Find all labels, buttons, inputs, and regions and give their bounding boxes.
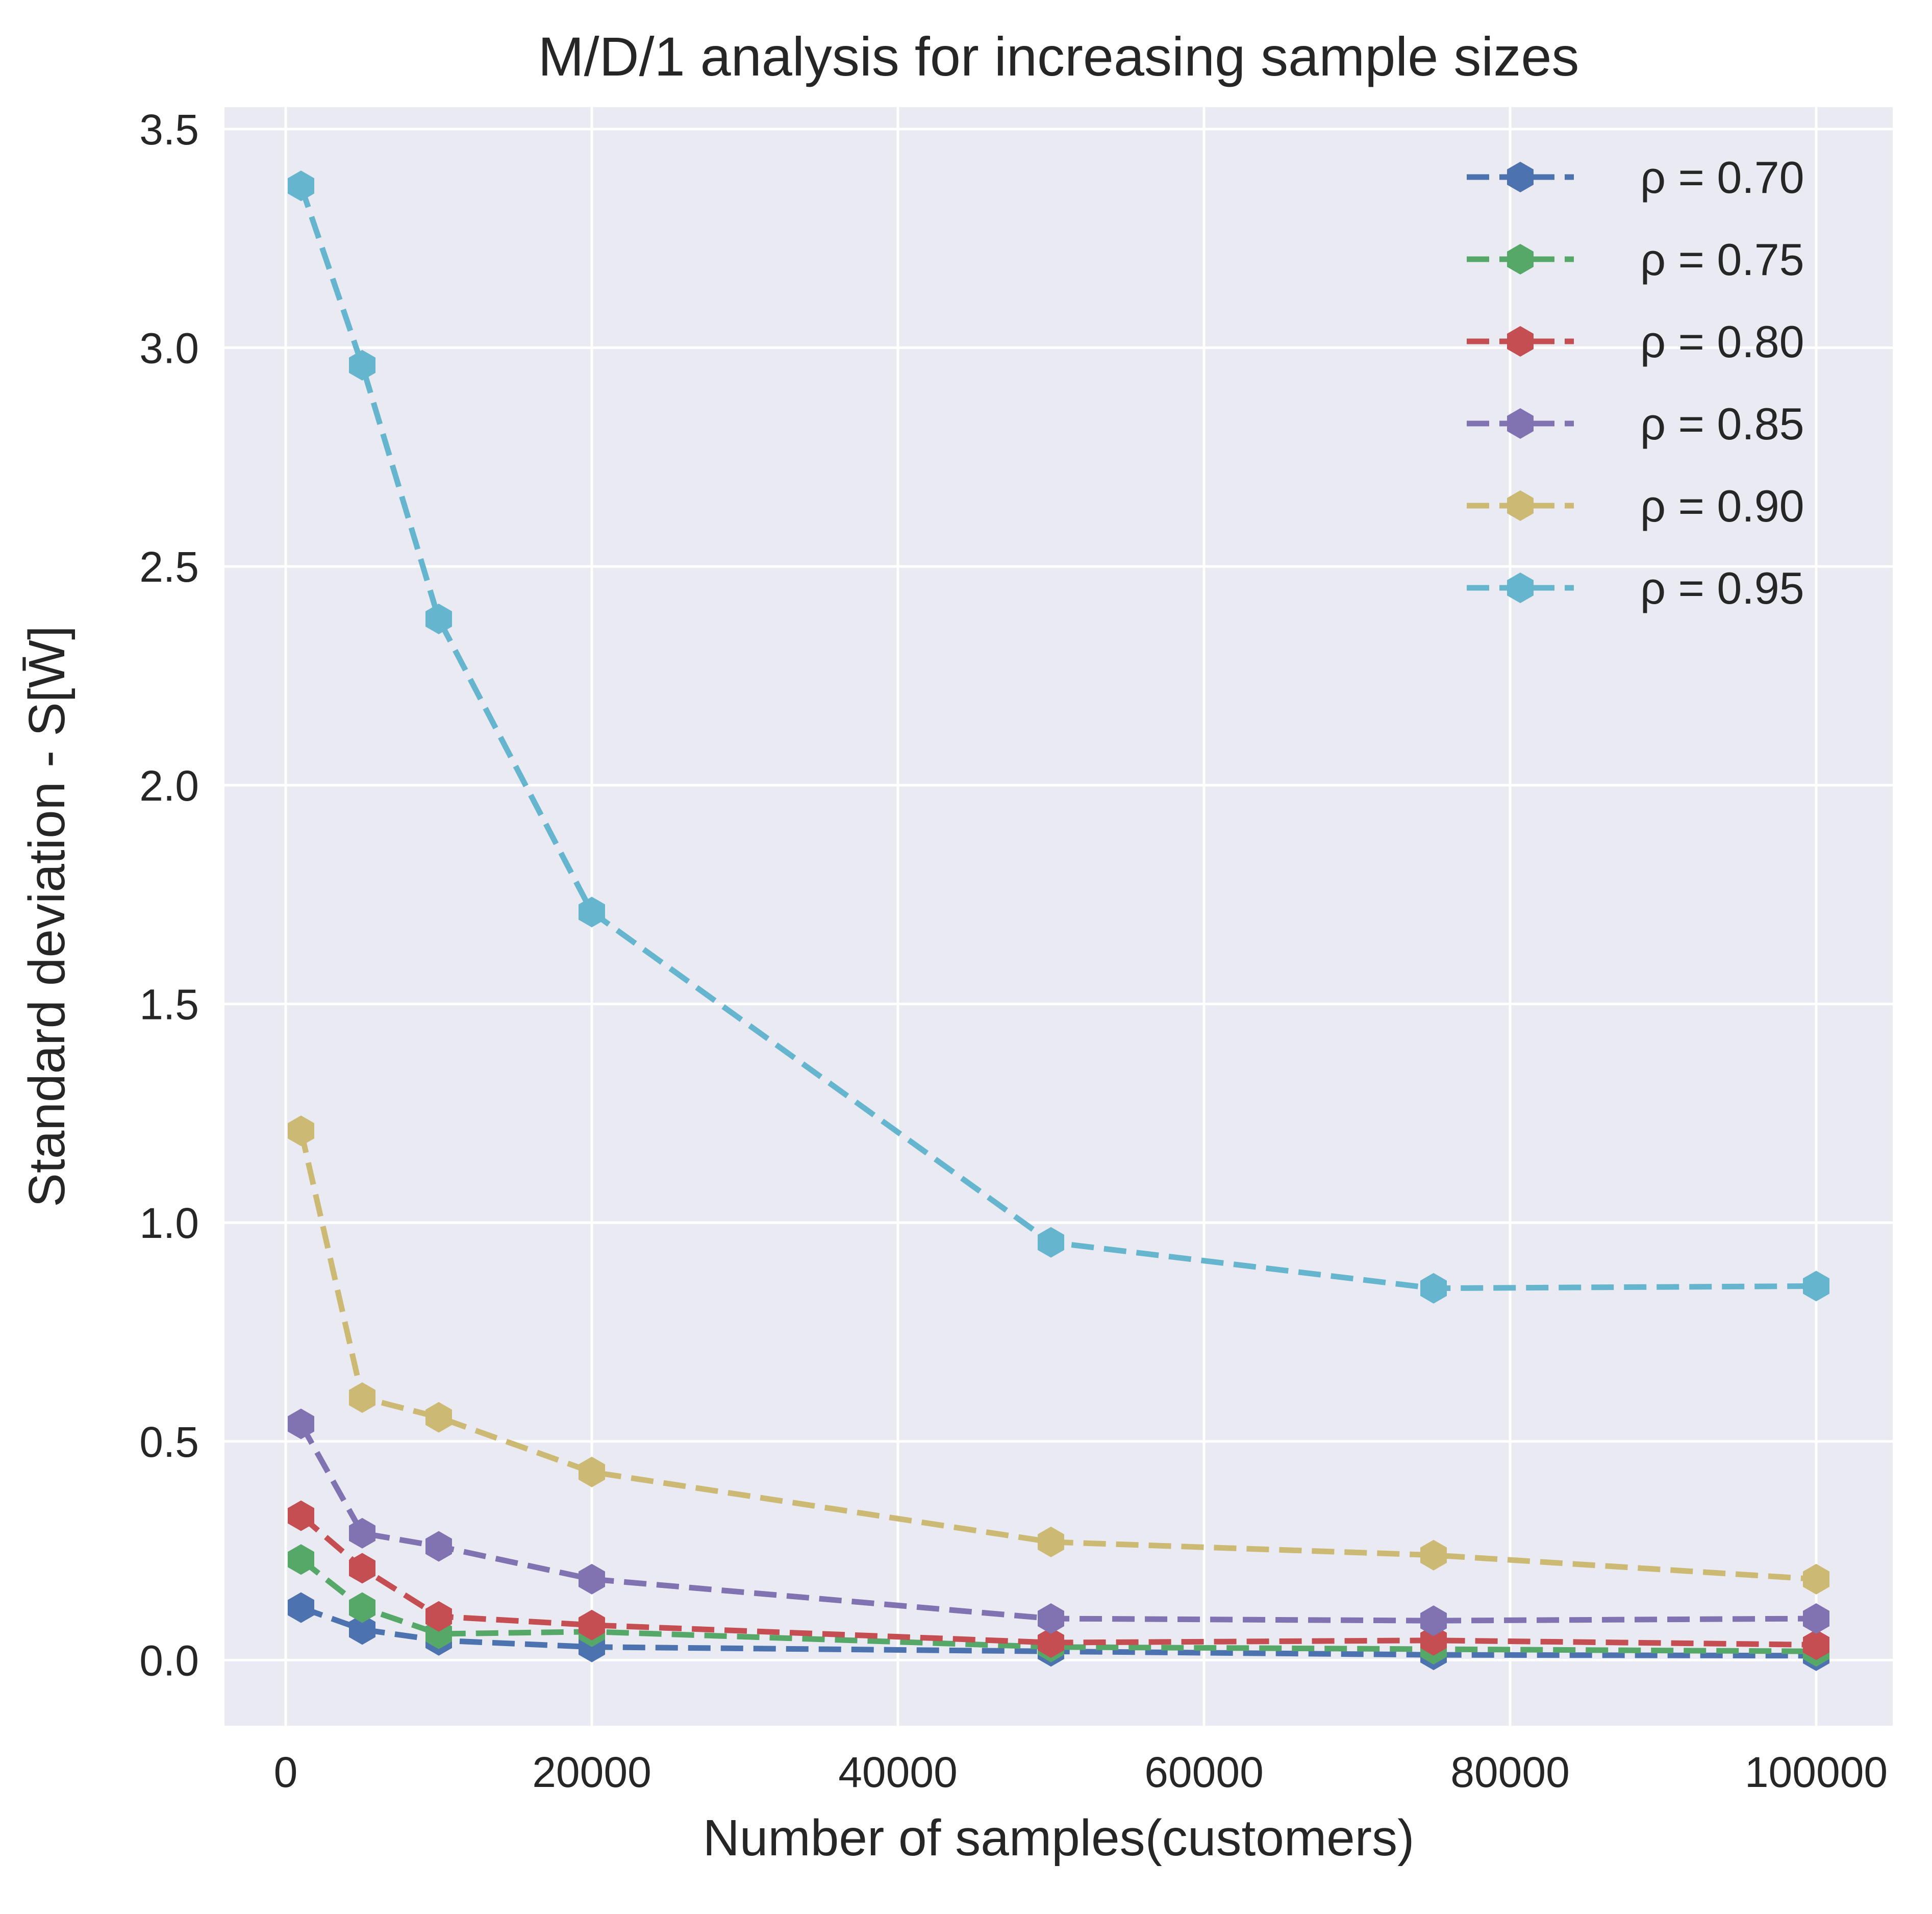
data-point <box>579 1609 605 1640</box>
data-point <box>425 604 452 634</box>
legend-label: ρ = 0.75 <box>1640 234 1804 285</box>
legend-item: ρ = 0.85 <box>1467 399 1804 449</box>
legend-item: ρ = 0.90 <box>1467 481 1804 531</box>
data-point <box>1038 1526 1064 1557</box>
plot-area <box>224 107 1893 1726</box>
legend-label: ρ = 0.70 <box>1640 152 1804 203</box>
x-tick-label: 80000 <box>1450 1748 1570 1796</box>
data-point <box>288 1115 314 1147</box>
data-point <box>288 170 314 202</box>
data-point <box>1803 1563 1829 1595</box>
y-tick-label: 1.5 <box>139 980 199 1028</box>
y-tick-label: 0.0 <box>139 1636 199 1684</box>
data-point <box>1038 1603 1064 1634</box>
data-point <box>1803 1629 1829 1660</box>
series-layer <box>288 170 1829 1671</box>
series-3 <box>288 1408 1829 1636</box>
data-point <box>1038 1627 1064 1658</box>
x-axis-label: Number of samples(customers) <box>703 1809 1415 1867</box>
data-point <box>579 897 605 928</box>
legend-marker <box>1507 573 1534 603</box>
data-point <box>1420 1273 1447 1304</box>
x-tick-label: 40000 <box>838 1748 958 1796</box>
y-tick-label: 3.5 <box>139 106 199 154</box>
tick-labels: 0 20000 40000 60000 80000 100000 0.0 0.5 1.0 1.5 2… <box>139 106 1888 1796</box>
series-5 <box>288 170 1829 1304</box>
data-point <box>425 1402 452 1433</box>
data-point <box>1803 1271 1829 1302</box>
y-tick-label: 2.0 <box>139 762 199 810</box>
x-tick-label: 20000 <box>532 1748 651 1796</box>
legend-marker <box>1507 326 1534 357</box>
data-point <box>1420 1539 1447 1571</box>
x-tick-label: 0 <box>274 1748 298 1796</box>
data-point <box>349 1518 375 1549</box>
legend-marker <box>1507 244 1534 275</box>
legend-label: ρ = 0.85 <box>1640 399 1804 449</box>
y-tick-label: 3.0 <box>139 325 199 372</box>
data-point <box>1038 1227 1064 1258</box>
legend-label: ρ = 0.90 <box>1640 481 1804 531</box>
x-tick-label: 60000 <box>1144 1748 1264 1796</box>
data-point <box>349 1592 375 1623</box>
series-4 <box>288 1115 1829 1595</box>
legend-marker <box>1507 490 1534 521</box>
data-point <box>425 1601 452 1632</box>
legend-marker <box>1507 162 1534 192</box>
chart-title: M/D/1 analysis for increasing sample siz… <box>538 26 1579 87</box>
x-tick-label: 100000 <box>1745 1748 1888 1796</box>
legend-item: ρ = 0.95 <box>1467 563 1804 613</box>
data-point <box>288 1500 314 1531</box>
series-2 <box>288 1500 1829 1660</box>
legend-item: ρ = 0.70 <box>1467 152 1804 203</box>
legend-item: ρ = 0.80 <box>1467 316 1804 367</box>
y-axis-label: Standard deviation - S[W̄] <box>18 626 76 1207</box>
data-point <box>425 1531 452 1562</box>
data-point <box>288 1544 314 1575</box>
legend-item: ρ = 0.75 <box>1467 234 1804 285</box>
data-point <box>349 1553 375 1584</box>
y-tick-label: 0.5 <box>139 1418 199 1466</box>
legend-marker <box>1507 408 1534 439</box>
data-point <box>349 350 375 381</box>
data-point <box>349 1382 375 1413</box>
legend-label: ρ = 0.95 <box>1640 563 1804 613</box>
data-point <box>579 1563 605 1595</box>
legend-label: ρ = 0.80 <box>1640 316 1804 367</box>
data-point <box>349 1614 375 1645</box>
legend: ρ = 0.70 ρ = 0.75 ρ = 0.80 ρ = 0.85 ρ = 0.90… <box>1467 152 1804 613</box>
data-point <box>579 1456 605 1487</box>
y-tick-label: 2.5 <box>139 543 199 591</box>
data-point <box>288 1592 314 1623</box>
data-point <box>1420 1605 1447 1636</box>
data-point <box>288 1408 314 1439</box>
y-tick-label: 1.0 <box>139 1199 199 1247</box>
data-point <box>1803 1603 1829 1634</box>
data-point <box>1420 1625 1447 1656</box>
